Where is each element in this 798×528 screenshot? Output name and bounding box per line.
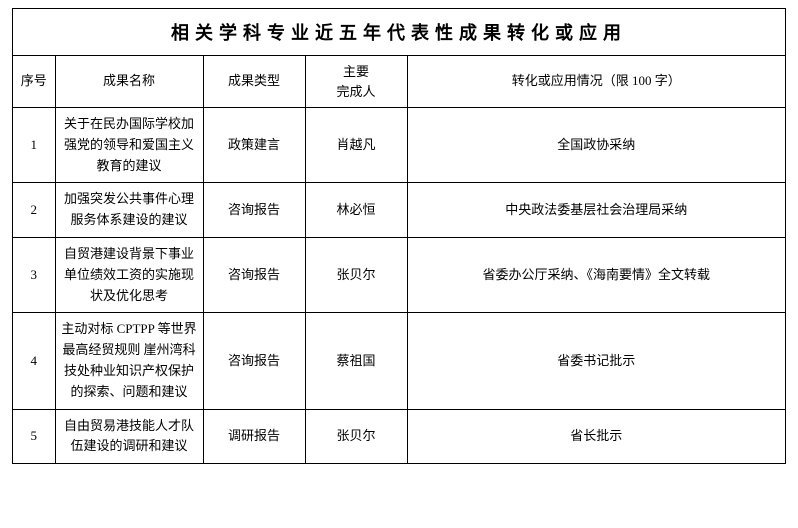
header-row: 序号 成果名称 成果类型 主要 完成人 转化或应用情况（限 100 字） xyxy=(13,56,785,108)
cell-name: 自由贸易港技能人才队伍建设的调研和建议 xyxy=(55,409,203,463)
cell-name: 关于在民办国际学校加强党的领导和爱国主义教育的建议 xyxy=(55,108,203,183)
cell-type: 调研报告 xyxy=(203,409,305,463)
table-title: 相关学科专业近五年代表性成果转化或应用 xyxy=(13,9,785,56)
table-row: 1 关于在民办国际学校加强党的领导和爱国主义教育的建议 政策建言 肖越凡 全国政… xyxy=(13,108,785,183)
table-row: 3 自贸港建设背景下事业单位绩效工资的实施现状及优化思考 咨询报告 张贝尔 省委… xyxy=(13,237,785,312)
table-row: 4 主动对标 CPTPP 等世界最高经贸规则 崖州湾科技处种业知识产权保护的探索… xyxy=(13,313,785,409)
cell-status: 省委书记批示 xyxy=(407,313,785,409)
col-header-person: 主要 完成人 xyxy=(305,56,407,108)
cell-status: 省长批示 xyxy=(407,409,785,463)
cell-type: 政策建言 xyxy=(203,108,305,183)
cell-index: 3 xyxy=(13,237,55,312)
results-table: 序号 成果名称 成果类型 主要 完成人 转化或应用情况（限 100 字） 1 关… xyxy=(13,56,785,463)
cell-type: 咨询报告 xyxy=(203,313,305,409)
cell-person: 肖越凡 xyxy=(305,108,407,183)
cell-person: 蔡祖国 xyxy=(305,313,407,409)
table-row: 5 自由贸易港技能人才队伍建设的调研和建议 调研报告 张贝尔 省长批示 xyxy=(13,409,785,463)
cell-person: 张贝尔 xyxy=(305,237,407,312)
col-header-name: 成果名称 xyxy=(55,56,203,108)
cell-status: 全国政协采纳 xyxy=(407,108,785,183)
col-header-status: 转化或应用情况（限 100 字） xyxy=(407,56,785,108)
cell-person: 林必恒 xyxy=(305,183,407,238)
col-header-type: 成果类型 xyxy=(203,56,305,108)
col-header-index: 序号 xyxy=(13,56,55,108)
col-header-person-line1: 主要 xyxy=(343,64,369,79)
cell-type: 咨询报告 xyxy=(203,237,305,312)
cell-status: 省委办公厅采纳、《海南要情》全文转载 xyxy=(407,237,785,312)
table-wrapper: 相关学科专业近五年代表性成果转化或应用 序号 成果名称 成果类型 主要 完成人 … xyxy=(12,8,786,464)
cell-person: 张贝尔 xyxy=(305,409,407,463)
cell-name: 加强突发公共事件心理服务体系建设的建议 xyxy=(55,183,203,238)
col-header-person-line2: 完成人 xyxy=(336,84,375,99)
cell-index: 2 xyxy=(13,183,55,238)
cell-name: 自贸港建设背景下事业单位绩效工资的实施现状及优化思考 xyxy=(55,237,203,312)
table-row: 2 加强突发公共事件心理服务体系建设的建议 咨询报告 林必恒 中央政法委基层社会… xyxy=(13,183,785,238)
cell-type: 咨询报告 xyxy=(203,183,305,238)
cell-status: 中央政法委基层社会治理局采纳 xyxy=(407,183,785,238)
cell-name: 主动对标 CPTPP 等世界最高经贸规则 崖州湾科技处种业知识产权保护的探索、问… xyxy=(55,313,203,409)
cell-index: 1 xyxy=(13,108,55,183)
cell-index: 4 xyxy=(13,313,55,409)
cell-index: 5 xyxy=(13,409,55,463)
